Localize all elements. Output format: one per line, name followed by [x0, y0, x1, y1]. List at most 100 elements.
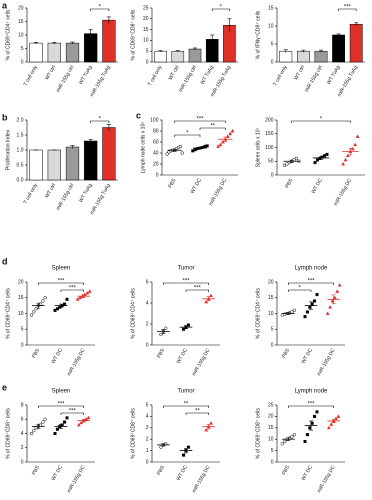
- x-tick-label: miR-155g DC: [316, 464, 337, 494]
- significance-bracket: [38, 282, 84, 285]
- x-tick-label: miR-155g ctrl: [178, 65, 198, 94]
- y-tick-label: 15: [18, 19, 24, 25]
- bar: [296, 50, 310, 63]
- significance-bracket: [38, 405, 84, 408]
- data-point: [326, 425, 331, 430]
- y-tick-label: 25: [143, 5, 149, 11]
- significance-label: ***: [307, 279, 315, 285]
- x-tick-label: WT DC: [176, 347, 190, 364]
- significance-label: *: [99, 5, 102, 11]
- data-point: [337, 283, 342, 287]
- bar: [47, 149, 61, 181]
- data-point: [182, 453, 186, 457]
- y-tick-label: 0: [21, 459, 24, 465]
- data-point: [178, 144, 183, 149]
- data-point: [336, 414, 341, 418]
- data-point: [280, 442, 284, 446]
- y-axis-label: % of CD69⁺CD4⁺ cells: [5, 288, 11, 339]
- y-tick-label: 0: [21, 342, 24, 348]
- data-point: [335, 289, 340, 293]
- y-tick-label: 4: [21, 431, 24, 437]
- data-point: [209, 293, 214, 298]
- x-tick-label: miR-155g TuAg: [89, 182, 112, 215]
- data-point: [292, 308, 296, 313]
- bar: [332, 34, 346, 63]
- y-tick-label: 2.0: [17, 117, 24, 123]
- significance-label: ***: [69, 409, 77, 415]
- bar: [188, 48, 202, 63]
- y-tick-label: 0: [156, 172, 159, 178]
- x-tick-label: T cell only: [272, 64, 289, 87]
- data-point: [165, 152, 169, 156]
- panel-letter: d: [2, 256, 8, 266]
- data-point: [209, 421, 214, 425]
- chart-title: Lymph node: [295, 389, 328, 395]
- y-axis-label: % of CD69⁺CD8⁺ cells: [5, 408, 11, 459]
- data-point: [65, 416, 69, 420]
- bar: [29, 149, 43, 181]
- significance-label: **: [195, 409, 200, 415]
- x-tick-label: PBS: [281, 347, 292, 359]
- data-point: [285, 162, 289, 166]
- y-tick-label: 20: [153, 161, 159, 167]
- y-tick-label: 5: [271, 327, 274, 333]
- y-tick-label: 20: [18, 5, 24, 11]
- y-tick-label: 60: [153, 139, 159, 145]
- significance-label: ***: [344, 5, 352, 11]
- significance-label: ***: [69, 286, 77, 292]
- bar: [279, 50, 293, 63]
- y-tick-label: 5: [146, 402, 149, 408]
- y-tick-label: 20: [268, 279, 274, 285]
- y-tick-label: 2: [21, 445, 24, 451]
- data-point: [325, 311, 330, 315]
- y-tick-label: 20: [143, 16, 149, 22]
- y-tick-label: 6: [146, 279, 149, 285]
- panel-letter: c: [136, 110, 141, 120]
- significance-bracket: [90, 8, 110, 11]
- chart-title: Spleen: [52, 266, 71, 272]
- y-tick-label: 15: [143, 27, 149, 33]
- data-point: [29, 313, 34, 317]
- data-point: [345, 153, 350, 158]
- significance-bracket: [288, 405, 334, 408]
- y-tick-label: 1.0: [17, 147, 24, 153]
- y-axis-label: Lymph node cells x 10⁵: [140, 122, 146, 174]
- x-tick-label: PBS: [284, 177, 295, 189]
- y-axis-label: Proliferation Index: [5, 129, 11, 170]
- x-tick-label: miR-155g DC: [66, 464, 87, 494]
- significance-label: *: [298, 286, 301, 292]
- y-tick-label: 10: [268, 437, 274, 443]
- y-tick-label: 1: [146, 448, 149, 454]
- x-tick-label: WT DC: [190, 177, 204, 194]
- x-tick-label: PBS: [156, 347, 167, 359]
- data-point: [164, 326, 168, 330]
- x-tick-label: WT TuAg: [326, 64, 342, 85]
- significance-bracket: [211, 8, 230, 11]
- significance-bracket: [288, 282, 334, 285]
- bar: [349, 23, 363, 63]
- data-point: [34, 307, 38, 311]
- y-tick-label: 100: [150, 117, 159, 123]
- bar: [314, 50, 328, 63]
- y-tick-label: 4: [146, 414, 149, 420]
- x-tick-label: WT ctrl: [44, 183, 57, 200]
- significance-label: ***: [196, 117, 204, 123]
- data-point: [303, 315, 307, 319]
- significance-bracket: [338, 8, 357, 11]
- y-tick-label: 10: [268, 311, 274, 317]
- y-tick-label: 15: [268, 425, 274, 431]
- panel-letter: a: [2, 0, 8, 10]
- data-point: [305, 310, 309, 314]
- y-tick-label: 200: [265, 117, 274, 123]
- y-axis-label: % of CD69⁺CD4⁺ cells: [255, 288, 261, 339]
- data-point: [55, 427, 59, 431]
- y-tick-label: 0: [21, 59, 24, 65]
- x-tick-label: WT DC: [301, 464, 315, 481]
- significance-label: ***: [57, 279, 65, 285]
- x-tick-label: T cell only: [147, 64, 164, 87]
- significance-label: **: [184, 402, 189, 408]
- data-point: [290, 435, 294, 439]
- data-point: [186, 445, 190, 449]
- significance-bracket: [60, 289, 84, 292]
- y-tick-label: 6: [21, 417, 24, 423]
